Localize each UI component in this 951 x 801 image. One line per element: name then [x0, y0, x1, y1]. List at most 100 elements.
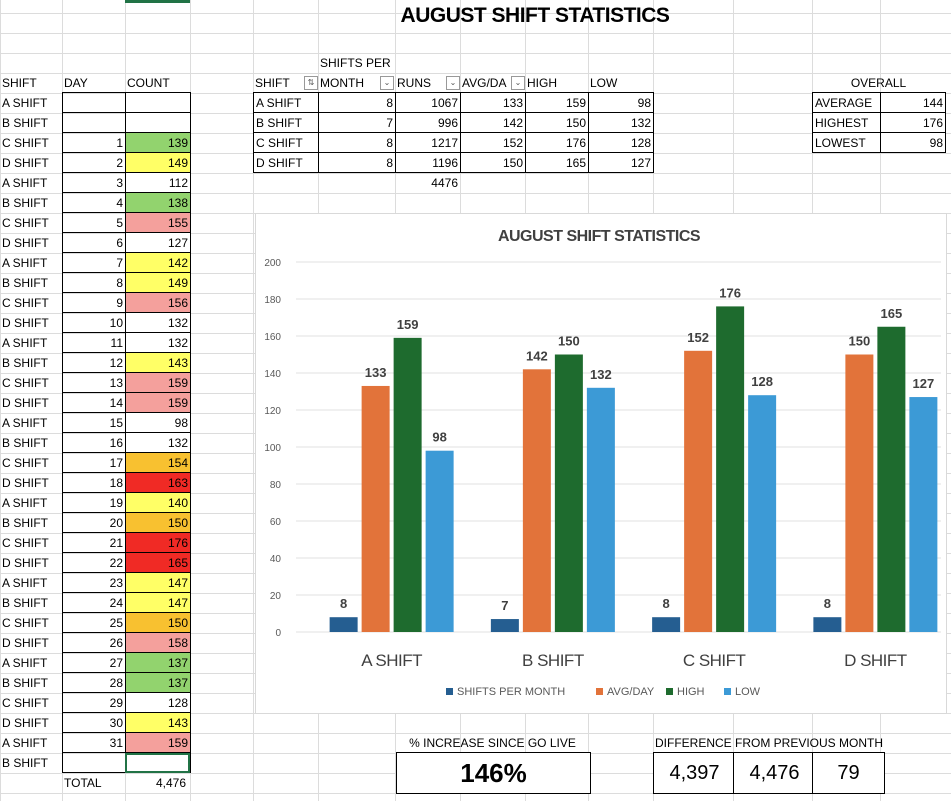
- shift-cell[interactable]: B SHIFT: [2, 676, 49, 690]
- day-cell[interactable]: 23: [62, 572, 126, 593]
- shift-cell[interactable]: C SHIFT: [2, 536, 49, 550]
- count-cell[interactable]: 139: [125, 132, 191, 153]
- count-cell[interactable]: 154: [125, 452, 191, 473]
- count-cell[interactable]: 159: [125, 372, 191, 393]
- count-cell[interactable]: 132: [125, 312, 191, 333]
- selected-cell[interactable]: [125, 753, 190, 773]
- day-cell[interactable]: 11: [62, 332, 126, 353]
- day-cell[interactable]: 24: [62, 592, 126, 613]
- shift-cell[interactable]: D SHIFT: [2, 556, 49, 570]
- shift-cell[interactable]: D SHIFT: [2, 396, 49, 410]
- count-cell[interactable]: 158: [125, 632, 191, 653]
- day-cell[interactable]: 18: [62, 472, 126, 493]
- shift-cell[interactable]: A SHIFT: [2, 176, 48, 190]
- count-cell[interactable]: [125, 92, 191, 113]
- shift-cell[interactable]: B SHIFT: [2, 356, 49, 370]
- shift-cell[interactable]: D SHIFT: [2, 476, 49, 490]
- summary-cell[interactable]: 152: [460, 132, 526, 153]
- count-cell[interactable]: [125, 112, 191, 133]
- shift-cell[interactable]: A SHIFT: [2, 736, 48, 750]
- summary-cell[interactable]: 1067: [395, 92, 461, 113]
- day-cell[interactable]: 12: [62, 352, 126, 373]
- shift-cell[interactable]: A SHIFT: [2, 96, 48, 110]
- count-cell[interactable]: 156: [125, 292, 191, 313]
- shift-cell[interactable]: C SHIFT: [2, 456, 49, 470]
- day-cell[interactable]: 27: [62, 652, 126, 673]
- summary-cell[interactable]: 98: [588, 92, 654, 113]
- count-cell[interactable]: 150: [125, 612, 191, 633]
- count-cell[interactable]: 132: [125, 432, 191, 453]
- summary-cell[interactable]: 1196: [395, 152, 461, 173]
- day-cell[interactable]: 13: [62, 372, 126, 393]
- shift-cell[interactable]: D SHIFT: [2, 316, 49, 330]
- summary-cell[interactable]: 176: [525, 132, 589, 153]
- summary-cell[interactable]: 127: [588, 152, 654, 173]
- shift-cell[interactable]: B SHIFT: [2, 116, 49, 130]
- day-cell[interactable]: 15: [62, 412, 126, 433]
- shift-cell[interactable]: C SHIFT: [2, 296, 49, 310]
- day-cell[interactable]: 17: [62, 452, 126, 473]
- shift-cell[interactable]: A SHIFT: [2, 336, 48, 350]
- day-cell[interactable]: 6: [62, 232, 126, 253]
- day-cell[interactable]: 20: [62, 512, 126, 533]
- shift-statistics-chart[interactable]: AUGUST SHIFT STATISTICS 0 20 40 60 80 100 120 14…: [255, 213, 947, 714]
- summary-cell[interactable]: 128: [588, 132, 654, 153]
- day-cell[interactable]: 31: [62, 732, 126, 753]
- shift-cell[interactable]: C SHIFT: [2, 216, 49, 230]
- day-cell[interactable]: 10: [62, 312, 126, 333]
- summary-cell[interactable]: A SHIFT: [253, 92, 319, 113]
- summary-cell[interactable]: 7: [318, 112, 396, 133]
- count-cell[interactable]: 159: [125, 732, 191, 753]
- summary-cell[interactable]: 1217: [395, 132, 461, 153]
- count-cell[interactable]: 137: [125, 652, 191, 673]
- summary-cell[interactable]: 8: [318, 152, 396, 173]
- count-cell[interactable]: 165: [125, 552, 191, 573]
- summary-cell[interactable]: 150: [460, 152, 526, 173]
- day-cell[interactable]: 4: [62, 192, 126, 213]
- shift-cell[interactable]: B SHIFT: [2, 756, 49, 770]
- count-cell[interactable]: 150: [125, 512, 191, 533]
- day-cell[interactable]: 19: [62, 492, 126, 513]
- count-cell[interactable]: 143: [125, 352, 191, 373]
- shift-cell[interactable]: A SHIFT: [2, 656, 48, 670]
- summary-cell[interactable]: 159: [525, 92, 589, 113]
- count-cell[interactable]: 127: [125, 232, 191, 253]
- count-cell[interactable]: 132: [125, 332, 191, 353]
- day-cell[interactable]: [62, 112, 126, 133]
- summary-cell[interactable]: 142: [460, 112, 526, 133]
- day-cell[interactable]: 22: [62, 552, 126, 573]
- day-cell[interactable]: 30: [62, 712, 126, 733]
- shift-cell[interactable]: B SHIFT: [2, 196, 49, 210]
- filter-dropdown-button[interactable]: ⌄: [446, 76, 460, 90]
- count-cell[interactable]: 147: [125, 592, 191, 613]
- shift-cell[interactable]: C SHIFT: [2, 696, 49, 710]
- shift-cell[interactable]: A SHIFT: [2, 496, 48, 510]
- count-cell[interactable]: 147: [125, 572, 191, 593]
- count-cell[interactable]: 138: [125, 192, 191, 213]
- count-cell[interactable]: 112: [125, 172, 191, 193]
- day-cell[interactable]: 9: [62, 292, 126, 313]
- count-cell[interactable]: 143: [125, 712, 191, 733]
- summary-cell[interactable]: B SHIFT: [253, 112, 319, 133]
- filter-dropdown-button[interactable]: ⌄: [511, 76, 525, 90]
- day-cell[interactable]: 29: [62, 692, 126, 713]
- summary-cell[interactable]: 8: [318, 92, 396, 113]
- count-cell[interactable]: 149: [125, 152, 191, 173]
- count-cell[interactable]: 176: [125, 532, 191, 553]
- count-cell[interactable]: 128: [125, 692, 191, 713]
- shift-cell[interactable]: D SHIFT: [2, 636, 49, 650]
- day-cell[interactable]: [62, 92, 126, 113]
- day-cell[interactable]: 28: [62, 672, 126, 693]
- day-cell[interactable]: 7: [62, 252, 126, 273]
- count-cell[interactable]: 98: [125, 412, 191, 433]
- shift-cell[interactable]: A SHIFT: [2, 576, 48, 590]
- summary-cell[interactable]: 165: [525, 152, 589, 173]
- shift-cell[interactable]: C SHIFT: [2, 136, 49, 150]
- day-cell[interactable]: 26: [62, 632, 126, 653]
- shift-cell[interactable]: D SHIFT: [2, 156, 49, 170]
- shift-cell[interactable]: B SHIFT: [2, 436, 49, 450]
- summary-cell[interactable]: 996: [395, 112, 461, 133]
- summary-cell[interactable]: C SHIFT: [253, 132, 319, 153]
- day-cell[interactable]: 1: [62, 132, 126, 153]
- summary-cell[interactable]: 8: [318, 132, 396, 153]
